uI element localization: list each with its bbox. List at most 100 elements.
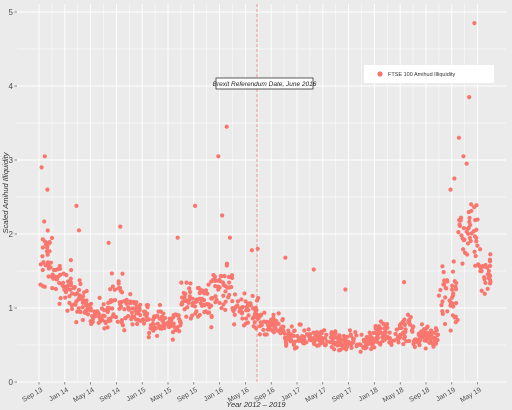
data-point [294,345,299,350]
data-point [129,310,134,315]
data-point [53,267,58,273]
data-point [69,303,74,308]
data-point [229,285,234,290]
data-point [421,330,426,335]
data-point [147,330,152,336]
data-point [419,322,425,327]
data-point [57,301,62,306]
data-point [348,332,353,337]
data-point [220,213,225,218]
data-point [122,299,127,304]
x-tick-label: Sep 13 [21,387,44,404]
y-tick-label: 5 [9,8,14,17]
data-point [108,287,113,292]
data-point [221,293,226,298]
data-point [76,306,81,311]
data-point [89,321,94,327]
data-point [137,312,143,318]
data-point [150,317,156,322]
data-point [199,297,204,302]
data-point [101,302,106,307]
data-point [284,342,289,347]
data-point [157,316,162,321]
data-point [488,252,493,257]
data-point [485,286,490,291]
data-point [63,290,69,295]
data-point [464,161,469,166]
data-point [166,320,171,325]
data-point [77,278,82,283]
data-point [232,292,238,297]
data-point [253,326,259,331]
data-point [256,315,261,321]
data-point [411,324,416,329]
data-point [154,333,160,339]
data-point [185,305,190,310]
legend-marker [377,71,383,77]
data-point [365,338,370,343]
y-axis-ticks: 0 1 2 3 4 5 [9,8,17,387]
data-point [456,135,461,140]
data-point [69,267,74,273]
data-point [460,261,465,266]
data-point [347,328,353,333]
data-point [217,300,222,305]
data-point [401,280,407,285]
data-point [57,280,62,286]
data-point [450,313,455,318]
data-point [445,279,450,284]
data-point [380,339,385,344]
data-point [224,124,229,129]
data-point [261,327,266,332]
legend-label: FTSE 100 Amihud Illiquidity [388,72,456,78]
data-point [223,283,228,289]
data-point [135,321,140,327]
data-point [383,326,388,332]
data-point [237,309,242,314]
data-point [454,301,459,306]
data-point [122,328,127,333]
data-point [213,294,218,299]
data-point [291,333,296,338]
data-point [333,342,338,347]
data-point [178,323,183,328]
data-point [324,339,330,344]
data-point [401,321,406,326]
data-point [80,317,85,323]
data-point [74,320,79,325]
data-point [348,342,353,347]
data-point [452,176,457,181]
data-point [214,278,219,283]
data-point [340,345,346,350]
data-point [45,187,50,192]
data-point [258,312,264,317]
legend-box [364,65,494,83]
data-point [487,273,492,278]
data-point [257,324,262,329]
data-point [194,297,199,302]
data-point [393,331,398,337]
x-tick-label: May 14 [72,387,95,405]
data-point [351,336,357,342]
data-point [72,285,77,290]
data-point [482,277,487,282]
data-point [273,320,278,325]
data-point [75,309,80,314]
data-point [250,316,255,321]
data-point [474,235,479,240]
data-point [222,273,227,279]
data-point [40,267,45,273]
data-point [186,298,191,303]
data-point [449,295,455,300]
data-point [161,322,166,328]
data-point [474,239,479,244]
data-point [203,288,209,293]
data-point [235,299,241,304]
y-tick-label: 4 [9,82,14,91]
data-point [250,293,255,299]
data-point [78,281,83,287]
data-point [246,313,251,318]
data-point [214,297,219,302]
data-point [120,271,125,276]
data-point [473,217,478,223]
